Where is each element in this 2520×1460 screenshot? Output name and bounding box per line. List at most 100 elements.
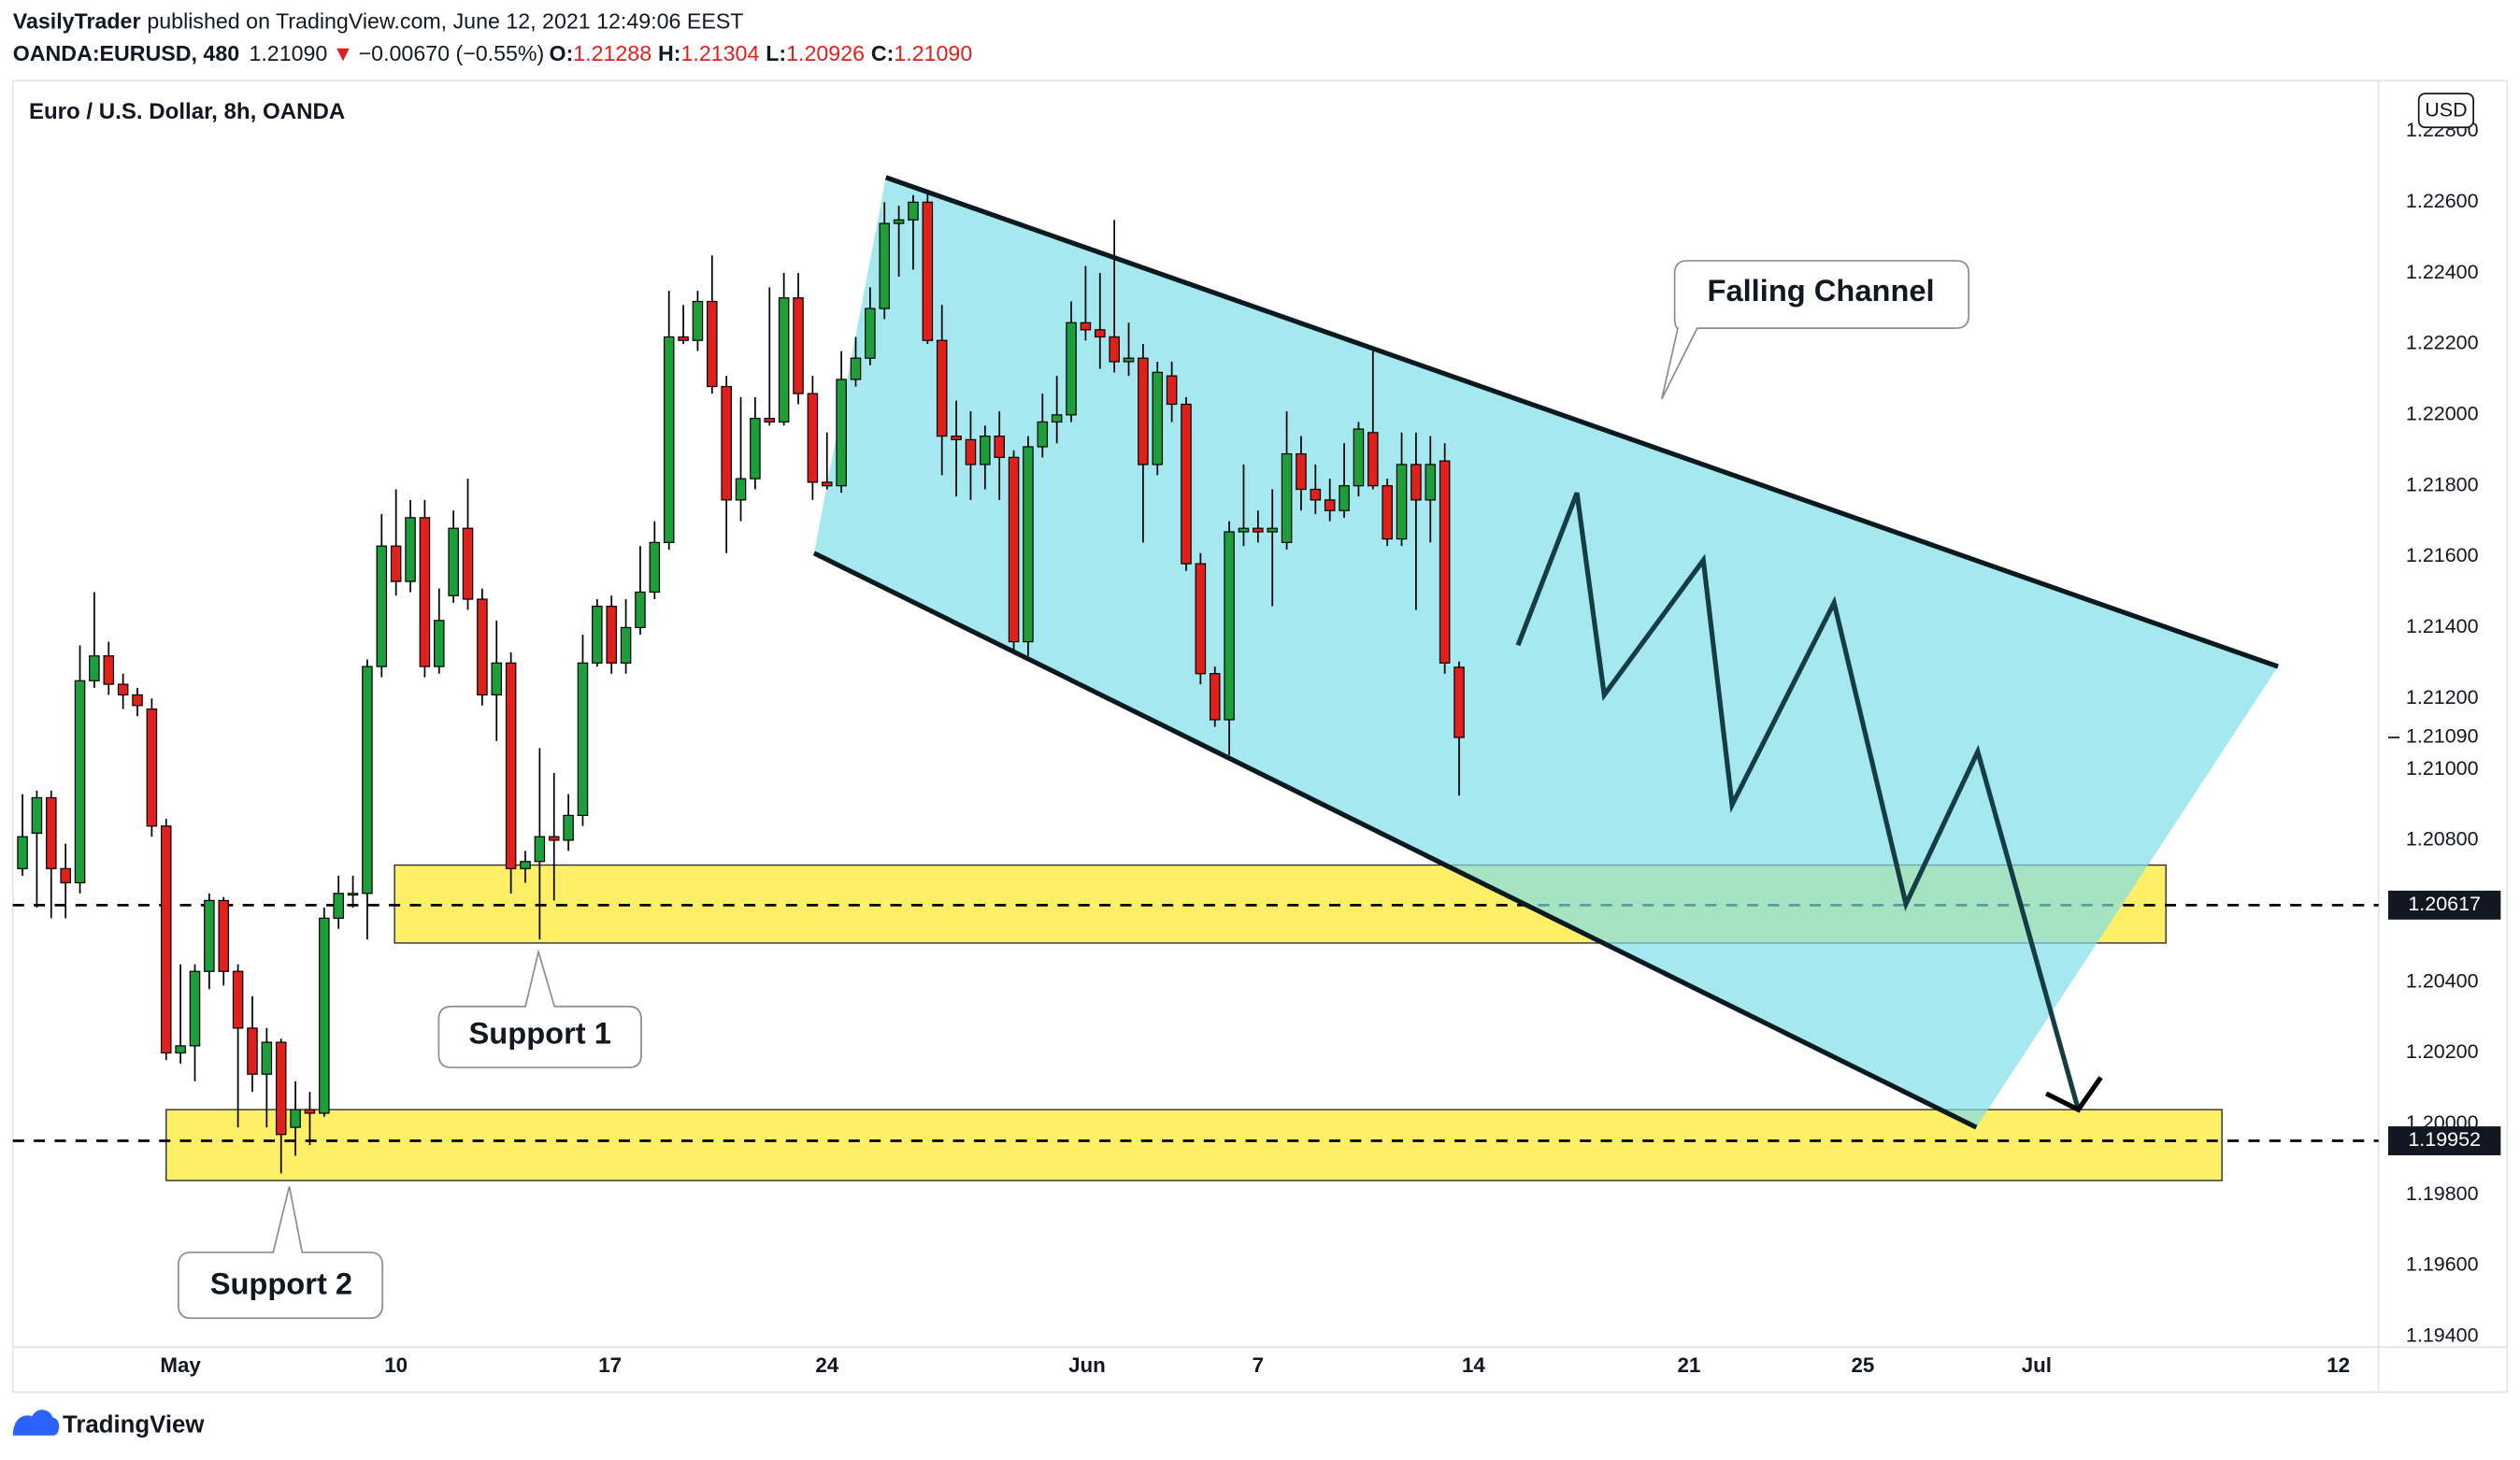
footer: TradingView: [12, 1410, 205, 1438]
candle-body: [477, 598, 488, 696]
candle-body: [1238, 527, 1250, 533]
candle-body: [247, 1027, 258, 1075]
price: 1.21090: [249, 41, 327, 65]
y-tick-label: 1.21400: [2406, 615, 2479, 637]
publisher: VasilyTrader: [13, 9, 141, 34]
candle-body: [663, 336, 675, 543]
candle-body: [60, 867, 71, 884]
ohlc-key: O:: [549, 41, 573, 65]
candle-body: [951, 436, 962, 441]
ohlc-value: 1.21304: [680, 41, 759, 65]
y-tick-label: 1.21800: [2406, 473, 2479, 495]
y-tick-label: 1.22200: [2406, 332, 2479, 354]
candle-body: [1209, 673, 1221, 721]
candle-body: [1296, 452, 1307, 491]
candle-body: [1109, 336, 1120, 363]
candle-body: [721, 385, 732, 501]
candle-body: [319, 917, 330, 1114]
candle-body: [333, 893, 344, 919]
candle-body: [520, 861, 531, 869]
ohlc-value: 1.20926: [786, 41, 865, 65]
candle-body: [462, 527, 474, 600]
candle-body: [434, 620, 445, 667]
candle-body: [1353, 428, 1365, 487]
candle-body: [1095, 329, 1106, 338]
candle-body: [577, 662, 589, 816]
ohlc-value: 1.21288: [573, 41, 651, 65]
candle-body: [304, 1109, 316, 1114]
candle-body: [606, 606, 617, 664]
candle-body: [965, 438, 977, 465]
candle-body: [46, 796, 57, 869]
candle-body: [160, 825, 172, 1054]
callout-text: Support 2: [210, 1267, 352, 1301]
brand: TradingView: [63, 1411, 205, 1438]
candle-body: [74, 680, 86, 884]
candle-body: [505, 662, 517, 869]
callout-box: [1661, 260, 1970, 400]
candle-body: [1166, 375, 1178, 406]
currency-box: [2417, 93, 2474, 129]
projection-arrowhead: [2044, 1076, 2103, 1113]
x-tick-label: 12: [2327, 1353, 2350, 1377]
y-tick-label: 1.20400: [2406, 969, 2479, 992]
candle-body: [1123, 357, 1135, 363]
candle-body: [778, 297, 790, 423]
candle-body: [1396, 464, 1408, 540]
candle-body: [347, 893, 359, 896]
candle-body: [563, 814, 574, 841]
candle-body: [1152, 371, 1164, 465]
candle-body: [1339, 485, 1350, 511]
candle-body: [635, 591, 646, 629]
price-label-box: [2388, 890, 2501, 920]
candle-body: [534, 836, 546, 863]
arrow: ▼: [332, 41, 353, 65]
candle-body: [419, 517, 431, 667]
y-tick-label: 1.19400: [2406, 1324, 2479, 1347]
candle-body: [448, 527, 459, 596]
candle-body: [1066, 322, 1077, 416]
price-label-box: [2388, 1126, 2501, 1156]
candle-body: [1324, 499, 1336, 511]
y-tick-label: 1.20800: [2406, 828, 2479, 851]
candle-body: [994, 436, 1005, 458]
candle-body: [620, 626, 632, 664]
change: −0.00670 (−0.55%): [359, 41, 545, 65]
y-tick-label: 1.19600: [2406, 1253, 2479, 1276]
price-label: 1.20617: [2408, 893, 2481, 915]
overlay: Falling Channel Support 1 Support 2: [177, 260, 1970, 1320]
y-tick-label: 1.20200: [2406, 1040, 2479, 1063]
candle-body: [807, 393, 819, 483]
candle-body: [750, 418, 761, 480]
candle-body: [275, 1041, 287, 1136]
candle-body: [1310, 488, 1322, 501]
candle-body: [362, 666, 373, 895]
candle-body: [1439, 460, 1451, 664]
candle-body: [1367, 432, 1379, 487]
candle-body: [980, 436, 991, 465]
candle-body: [678, 336, 689, 341]
last-price-label: 1.21090: [2406, 725, 2479, 748]
candle-body: [1253, 527, 1264, 533]
ohlc-value: 1.21090: [894, 41, 972, 65]
x-tick-label: Jun: [1068, 1353, 1106, 1377]
y-tick-label: 1.22000: [2406, 403, 2479, 425]
ohlc-key: C:: [871, 41, 894, 65]
candle-body: [1425, 464, 1437, 501]
candle-body: [592, 606, 603, 664]
x-tick-label: 21: [1678, 1353, 1701, 1377]
candle-body: [1138, 357, 1149, 465]
candle-body: [17, 836, 28, 869]
candle-body: [89, 655, 100, 681]
candle-body: [1410, 464, 1422, 501]
support-zone: [165, 1109, 2223, 1181]
candle-body: [491, 662, 503, 696]
candle-body: [836, 379, 847, 487]
x-tick-label: 7: [1253, 1353, 1264, 1377]
candle-body: [204, 899, 215, 972]
currency: USD: [2425, 99, 2467, 122]
x-tick-label: May: [160, 1353, 201, 1377]
candle-body: [390, 545, 402, 582]
ohlc-key: L:: [766, 41, 786, 65]
